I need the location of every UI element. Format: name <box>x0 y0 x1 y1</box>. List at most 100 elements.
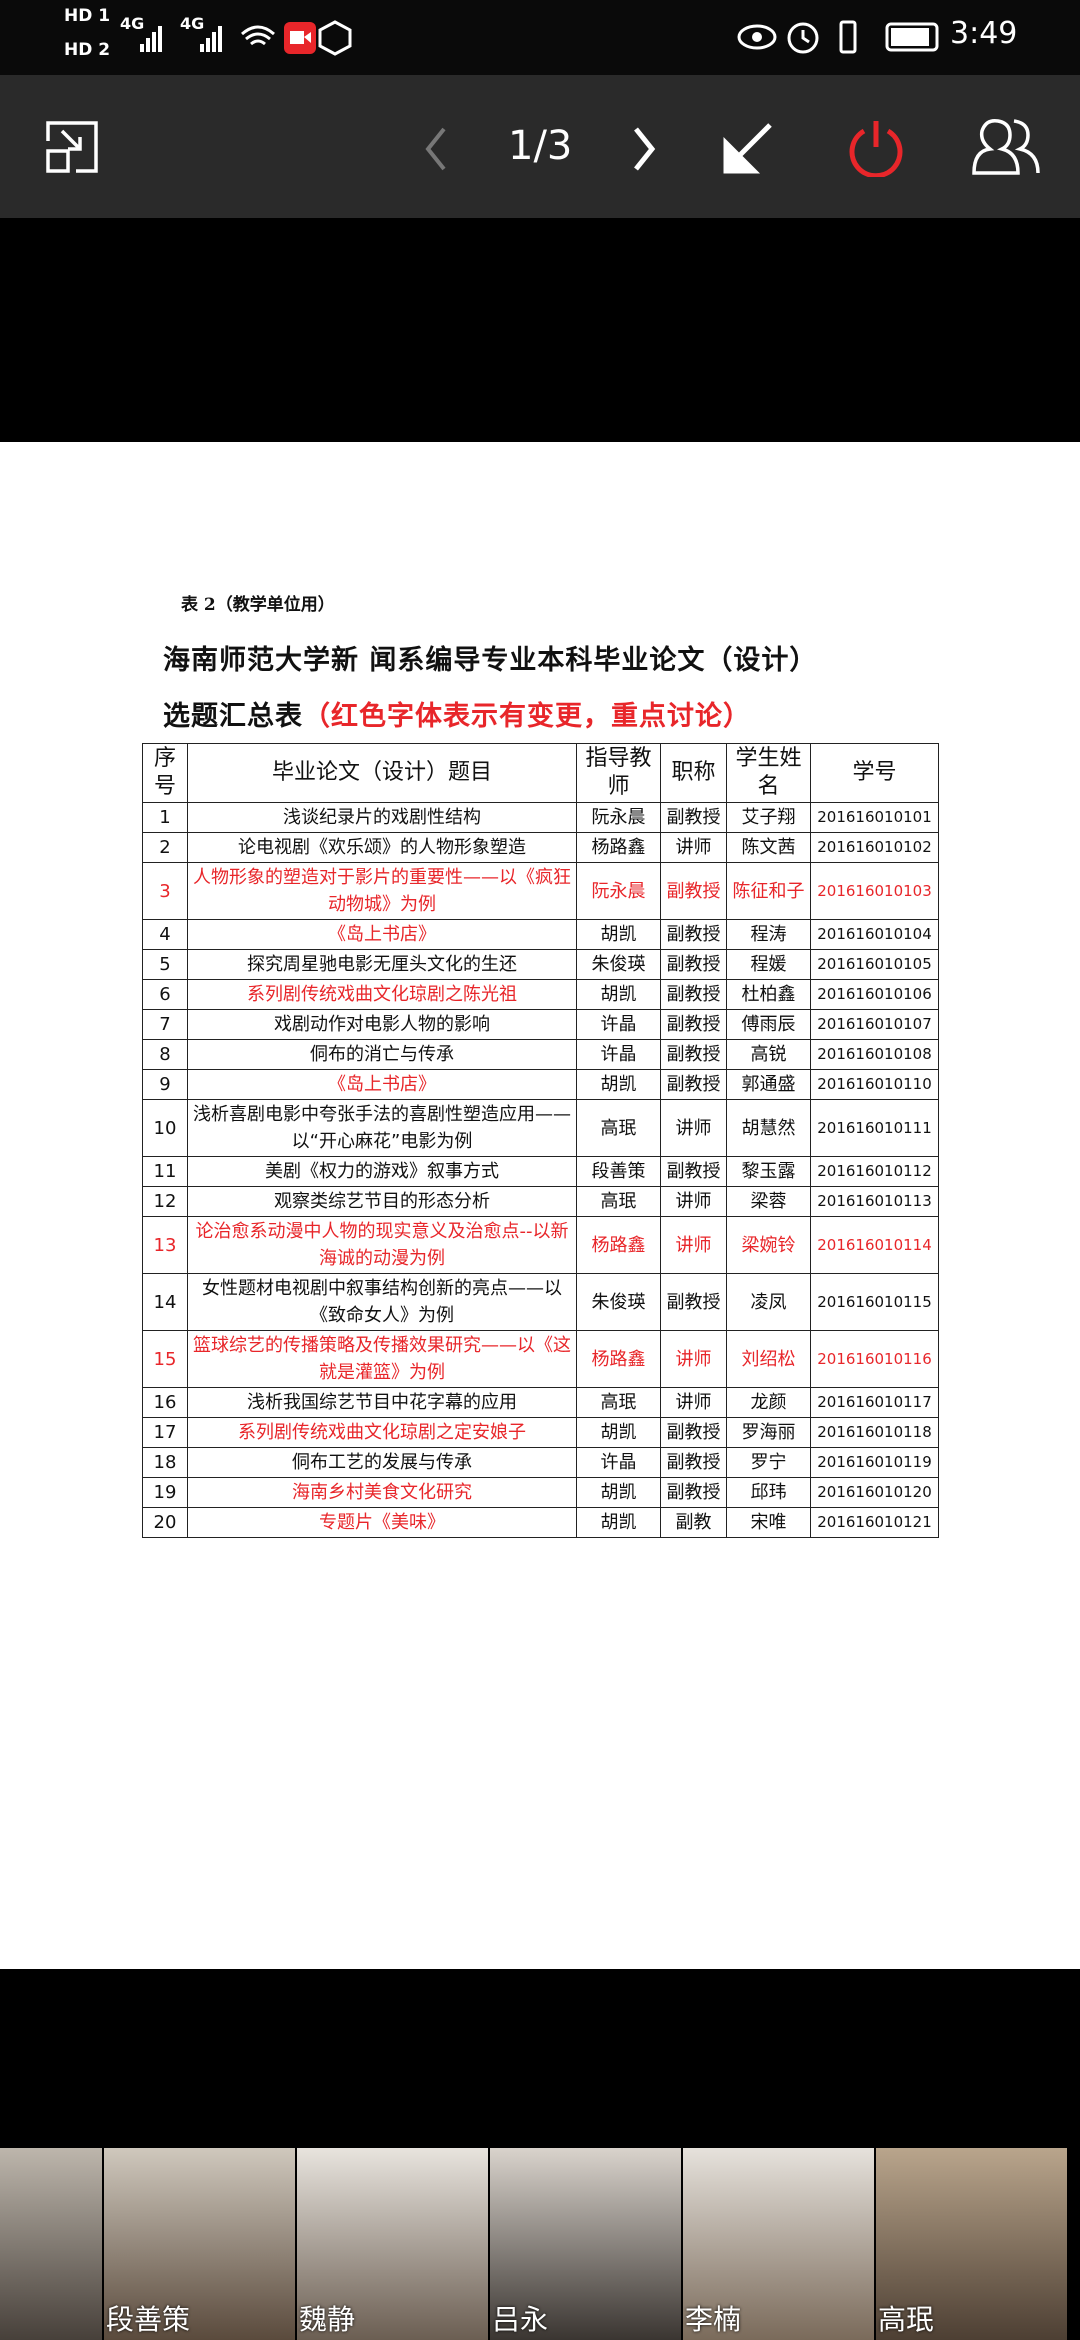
table-cell: 胡凯 <box>576 1417 661 1448</box>
table-cell: 201616010114 <box>810 1216 939 1274</box>
video-tile: 段善策 <box>104 2148 295 2340</box>
header-cell: 学生姓名 <box>726 743 811 803</box>
table-cell: 专题片《美味》 <box>187 1507 577 1538</box>
participant-name: 高珉 <box>878 2303 935 2336</box>
annotate-button[interactable] <box>718 119 778 179</box>
header-cell: 毕业论文（设计）题目 <box>187 743 577 803</box>
video-tile: 李楠 <box>683 2148 874 2340</box>
table-cell: 副教授 <box>660 1069 727 1100</box>
table-cell: 《岛上书店》 <box>187 919 577 950</box>
table-row: 11 美剧《权力的游戏》叙事方式 段善策 副教授 黎玉露 201616010112 <box>142 1156 939 1187</box>
table-cell: 胡凯 <box>576 1507 661 1538</box>
network: 4G <box>180 14 205 33</box>
table-cell: 201616010113 <box>810 1186 939 1217</box>
table-cell: 论电视剧《欢乐颂》的人物形象塑造 <box>187 832 577 863</box>
table-row: 7 戏剧动作对电影人物的影响 许晶 副教授 傅雨辰 201616010107 <box>142 1009 939 1040</box>
table-cell: 201616010104 <box>810 919 939 950</box>
table-cell: 201616010102 <box>810 832 939 863</box>
table-cell: 《岛上书店》 <box>187 1069 577 1100</box>
participant-name: 魏静 <box>299 2303 356 2336</box>
next-page-button[interactable] <box>628 125 660 173</box>
table-cell: 讲师 <box>660 1216 727 1274</box>
table-cell: 201616010117 <box>810 1387 939 1418</box>
table-cell: 副教授 <box>660 862 727 920</box>
table-cell: 胡慧然 <box>726 1099 811 1157</box>
table-cell: 12 <box>142 1186 188 1217</box>
table-cell: 胡凯 <box>576 979 661 1010</box>
table-cell: 胡凯 <box>576 919 661 950</box>
table-cell: 戏剧动作对电影人物的影响 <box>187 1009 577 1040</box>
table-cell: 高锐 <box>726 1039 811 1070</box>
video-tile <box>0 2148 102 2340</box>
table-cell: 201616010107 <box>810 1009 939 1040</box>
stop-share-button[interactable] <box>846 117 906 177</box>
table-row: 13 论治愈系动漫中人物的现实意义及治愈点--以新海诚的动漫为例 杨路鑫 讲师 梁婉铃 2… <box>142 1216 939 1274</box>
table-cell: 14 <box>142 1273 188 1331</box>
exit-fullscreen-button[interactable] <box>44 119 100 175</box>
table-cell: 浅谈纪录片的戏剧性结构 <box>187 802 577 833</box>
prev-page-button[interactable] <box>420 125 452 173</box>
table-cell: 11 <box>142 1156 188 1187</box>
table-cell: 黎玉露 <box>726 1156 811 1187</box>
table-cell: 15 <box>142 1330 188 1388</box>
table-cell: 20 <box>142 1507 188 1538</box>
table-cell: 201616010106 <box>810 979 939 1010</box>
table-cell: 阮永晨 <box>576 802 661 833</box>
table-cell: 201616010115 <box>810 1273 939 1331</box>
table-cell: 201616010121 <box>810 1507 939 1538</box>
table-cell: 讲师 <box>660 1186 727 1217</box>
table-cell: 许晶 <box>576 1447 661 1478</box>
table-cell: 许晶 <box>576 1039 661 1070</box>
participants-button[interactable] <box>970 117 1044 177</box>
table-cell: 段善策 <box>576 1156 661 1187</box>
participant-name: 吕永 <box>492 2303 549 2336</box>
table-cell: 17 <box>142 1417 188 1448</box>
table-cell: 刘绍松 <box>726 1330 811 1388</box>
table-cell: 美剧《权力的游戏》叙事方式 <box>187 1156 577 1187</box>
table-cell: 高珉 <box>576 1186 661 1217</box>
table-cell: 201616010111 <box>810 1099 939 1157</box>
table-cell: 篮球综艺的传播策略及传播效果研究——以《这就是灌篮》为例 <box>187 1330 577 1388</box>
table-cell: 副教授 <box>660 1156 727 1187</box>
table-cell: 7 <box>142 1009 188 1040</box>
table-cell: 程媛 <box>726 949 811 980</box>
table-row: 10 浅析喜剧电影中夸张手法的喜剧性塑造应用——以“开心麻花”电影为例 高珉 讲师 胡慧… <box>142 1099 939 1157</box>
table-cell: 副教授 <box>660 802 727 833</box>
table-cell: 201616010112 <box>810 1156 939 1187</box>
table-cell: 副教 <box>660 1507 727 1538</box>
table-cell: 1 <box>142 802 188 833</box>
table-cell: 凌凤 <box>726 1273 811 1331</box>
video-tile: 魏静 <box>297 2148 488 2340</box>
table-cell: 观察类综艺节目的形态分析 <box>187 1186 577 1217</box>
table-cell: 高珉 <box>576 1099 661 1157</box>
table-cell: 8 <box>142 1039 188 1070</box>
subtitle-note: （红色字体表示有变更，重点讨论） <box>303 701 751 732</box>
table-cell: 副教授 <box>660 1009 727 1040</box>
video-strip: 段善策 魏静 吕永 李楠 高珉 <box>0 2148 1080 2340</box>
table-cell: 梁婉铃 <box>726 1216 811 1274</box>
table-cell: 杨路鑫 <box>576 832 661 863</box>
table-row: 17 系列剧传统戏曲文化琼剧之定安娘子 胡凯 副教授 罗海丽 201616010118 <box>142 1417 939 1448</box>
table-cell: 201616010120 <box>810 1477 939 1508</box>
table-cell: 201616010119 <box>810 1447 939 1478</box>
table-cell: 副教授 <box>660 949 727 980</box>
status-right-icons <box>737 20 939 54</box>
status-bar: HD 1 HD 2 4G 4G 3:49 <box>0 0 1080 75</box>
table-header: 序号 毕业论文（设计）题目 指导教师 职称 学生姓名 学号 <box>142 743 939 803</box>
table-cell: 副教授 <box>660 1477 727 1508</box>
table-cell: 探究周星驰电影无厘头文化的生还 <box>187 949 577 980</box>
table-cell: 201616010110 <box>810 1069 939 1100</box>
header-cell: 职称 <box>660 743 727 803</box>
page-indicator: 1/3 <box>508 123 573 169</box>
table-cell: 朱俊瑛 <box>576 949 661 980</box>
table-cell: 朱俊瑛 <box>576 1273 661 1331</box>
table-row: 3 人物形象的塑造对于影片的重要性——以《疯狂动物城》为例 阮永晨 副教授 陈征和子 20… <box>142 862 939 920</box>
table-row: 5 探究周星驰电影无厘头文化的生还 朱俊瑛 副教授 程媛 201616010105 <box>142 949 939 980</box>
status-icons <box>140 20 352 56</box>
table-cell: 人物形象的塑造对于影片的重要性——以《疯狂动物城》为例 <box>187 862 577 920</box>
table-row: 14 女性题材电视剧中叙事结构创新的亮点——以《致命女人》为例 朱俊瑛 副教授 凌凤 20… <box>142 1273 939 1331</box>
table-row: 12 观察类综艺节目的形态分析 高珉 讲师 梁蓉 201616010113 <box>142 1186 939 1217</box>
table-cell: 龙颜 <box>726 1387 811 1418</box>
hd1: HD 1 <box>64 6 111 26</box>
